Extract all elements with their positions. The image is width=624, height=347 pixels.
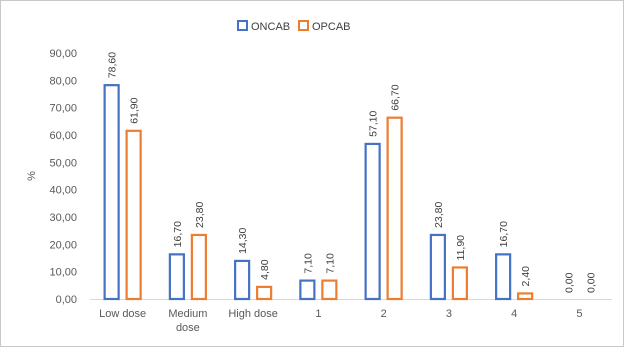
- data-label-opcab: 11,90: [455, 235, 467, 261]
- y-axis-label: %: [26, 171, 38, 181]
- y-tick-label: 40,00: [49, 185, 77, 197]
- x-axis: Low dose Medium dose High dose 1 2 3 4 5: [90, 299, 612, 334]
- bar-opcab: [125, 129, 142, 301]
- data-label-opcab: 2,40: [520, 266, 532, 287]
- legend-swatch-opcab: [298, 20, 309, 31]
- data-label-oncab: 23,80: [433, 202, 445, 228]
- y-tick-label: 70,00: [49, 103, 77, 115]
- y-axis: 0,00 10,00 20,00 30,00 40,00 50,00 60,00 70,00 8…: [26, 48, 77, 306]
- bar-oncab: [299, 279, 316, 301]
- data-label-oncab: 16,70: [498, 221, 510, 247]
- bar-oncab: [234, 259, 251, 301]
- data-label-opcab: 0,00: [585, 272, 597, 293]
- data-label-opcab: 4,80: [259, 259, 271, 280]
- x-tick-label: 1: [315, 308, 321, 320]
- bar-oncab: [364, 142, 381, 301]
- y-tick-label: 50,00: [49, 157, 77, 169]
- legend-label-oncab: ONCAB: [251, 21, 290, 33]
- data-label-oncab: 7,10: [302, 253, 314, 274]
- data-label-opcab: 23,80: [194, 202, 206, 228]
- legend-label-opcab: OPCAB: [312, 21, 351, 33]
- data-label-oncab: 78,60: [107, 52, 119, 78]
- data-label-opcab: 61,90: [129, 97, 141, 123]
- data-label-oncab: 0,00: [563, 272, 575, 293]
- data-label-opcab: 66,70: [390, 84, 402, 110]
- bars: [103, 84, 534, 301]
- data-label-oncab: 14,30: [237, 227, 249, 253]
- y-tick-label: 80,00: [49, 75, 77, 87]
- x-tick-label: 2: [381, 308, 387, 320]
- x-tick-label: 5: [576, 308, 582, 320]
- legend-swatch-oncab: [237, 20, 248, 31]
- y-tick-label: 0,00: [56, 294, 77, 306]
- x-tick-label: dose: [176, 322, 200, 334]
- bar-oncab: [168, 253, 185, 301]
- y-tick-label: 60,00: [49, 130, 77, 142]
- bar-opcab: [256, 285, 273, 301]
- data-label-oncab: 16,70: [172, 221, 184, 247]
- legend: ONCAB OPCAB: [237, 20, 351, 33]
- bar-opcab: [517, 292, 534, 301]
- x-tick-label: High dose: [228, 308, 278, 320]
- bar-opcab: [190, 233, 207, 301]
- data-labels: 78,60 61,90 16,70 23,80 14,30 4,80 7,10 7,10 57,…: [107, 52, 598, 293]
- y-tick-label: 30,00: [49, 212, 77, 224]
- x-tick-label: 4: [511, 308, 517, 320]
- x-tick-label: Medium: [168, 308, 207, 320]
- y-tick-label: 90,00: [49, 48, 77, 60]
- x-tick-label: 3: [446, 308, 452, 320]
- bar-opcab: [386, 116, 403, 301]
- data-label-oncab: 57,10: [368, 110, 380, 136]
- bar-oncab: [495, 253, 512, 301]
- bar-opcab: [451, 266, 468, 301]
- y-tick-label: 20,00: [49, 239, 77, 251]
- bar-oncab: [429, 233, 446, 301]
- data-label-opcab: 7,10: [324, 253, 336, 274]
- bar-oncab: [103, 84, 120, 301]
- bar-opcab: [321, 279, 338, 301]
- y-tick-label: 10,00: [49, 267, 77, 279]
- x-tick-label: Low dose: [99, 308, 146, 320]
